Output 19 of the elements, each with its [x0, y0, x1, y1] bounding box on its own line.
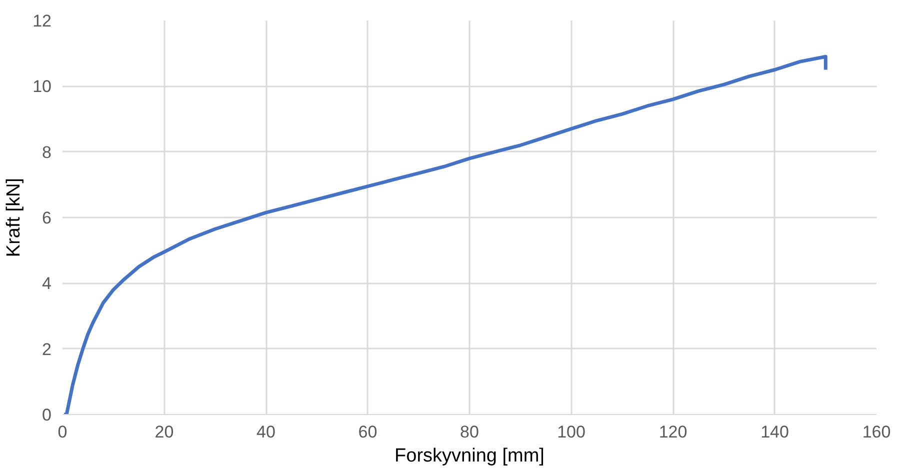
x-tick-label: 20: [154, 422, 174, 442]
x-tick-label: 140: [760, 422, 789, 442]
y-tick-label: 12: [32, 12, 52, 30]
y-tick-label: 8: [42, 142, 52, 162]
x-tick-label: 0: [58, 422, 68, 442]
x-tick-label: 160: [862, 422, 891, 442]
y-tick-label: 6: [42, 208, 52, 228]
y-tick-label: 4: [42, 274, 52, 294]
x-tick-label: 60: [358, 422, 378, 442]
line-series: [62, 54, 828, 414]
y-axis-title: Kraft [kN]: [4, 178, 25, 258]
x-axis-title: Forskyvning [mm]: [394, 446, 544, 466]
x-tick-label: 40: [256, 422, 276, 442]
y-tick-label: 10: [32, 77, 52, 96]
y-tick-label: 0: [42, 406, 52, 424]
x-tick-label: 80: [460, 422, 479, 442]
x-tick-label: 120: [658, 422, 688, 442]
x-tick-label: 100: [557, 422, 586, 442]
y-tick-label: 2: [42, 340, 52, 359]
